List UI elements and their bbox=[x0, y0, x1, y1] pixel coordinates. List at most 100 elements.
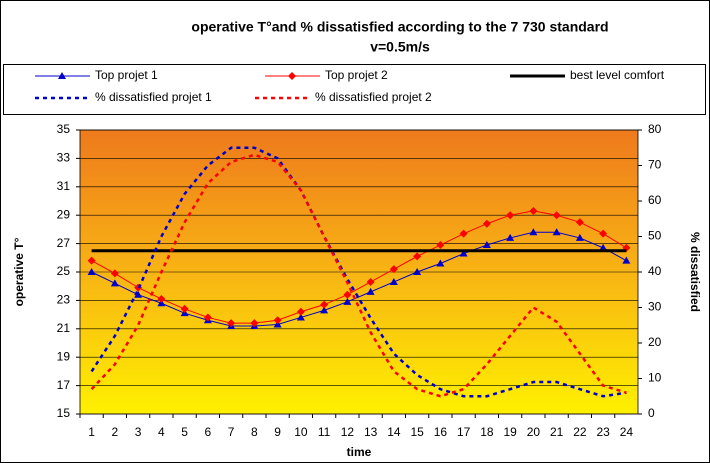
point bbox=[296, 307, 305, 316]
point bbox=[575, 233, 584, 241]
y-axis-label: operative T° bbox=[12, 237, 26, 306]
point bbox=[320, 306, 329, 314]
x-tick-label: 13 bbox=[364, 425, 378, 439]
point bbox=[250, 319, 259, 328]
x-tick-label: 19 bbox=[503, 425, 517, 439]
point bbox=[320, 300, 329, 309]
point bbox=[529, 206, 538, 215]
point bbox=[459, 229, 468, 238]
y2-tick-label: 10 bbox=[648, 371, 662, 385]
x-tick-label: 4 bbox=[158, 425, 165, 439]
chart-title: operative T°and % dissatisfied according… bbox=[191, 19, 608, 35]
y-tick-label: 23 bbox=[57, 293, 71, 307]
x-tick-label: 17 bbox=[457, 425, 471, 439]
point bbox=[413, 268, 422, 275]
y-tick-label: 33 bbox=[57, 151, 71, 165]
x-tick-label: 22 bbox=[573, 425, 587, 439]
y-tick-label: 27 bbox=[57, 236, 71, 250]
point bbox=[552, 228, 561, 236]
point bbox=[296, 313, 305, 321]
point bbox=[413, 252, 422, 261]
point bbox=[343, 297, 352, 305]
y-tick-label: 15 bbox=[57, 406, 71, 420]
point bbox=[459, 249, 468, 257]
point bbox=[622, 256, 631, 264]
y2-tick-label: 0 bbox=[648, 406, 655, 420]
legend-marker bbox=[58, 72, 66, 79]
y-tick-label: 25 bbox=[57, 264, 71, 278]
point bbox=[134, 290, 143, 298]
series-line bbox=[90, 146, 627, 398]
legend-label: Top projet 1 bbox=[95, 68, 158, 82]
x-tick-label: 10 bbox=[294, 425, 308, 439]
point bbox=[180, 304, 189, 313]
x-tick-label: 8 bbox=[251, 425, 258, 439]
y-tick-label: 19 bbox=[57, 349, 71, 363]
y2-tick-label: 30 bbox=[648, 300, 662, 314]
x-tick-label: 23 bbox=[596, 425, 610, 439]
y2-tick-label: 40 bbox=[648, 264, 662, 278]
point bbox=[87, 268, 96, 275]
x-tick-label: 21 bbox=[550, 425, 564, 439]
point bbox=[436, 241, 445, 250]
legend-label: % dissatisfied projet 2 bbox=[315, 90, 432, 104]
point bbox=[552, 211, 561, 220]
y-tick-label: 17 bbox=[57, 378, 71, 392]
point bbox=[575, 218, 584, 227]
point bbox=[343, 290, 352, 299]
y2-tick-label: 50 bbox=[648, 229, 662, 243]
chart-subtitle: v=0.5m/s bbox=[370, 39, 430, 55]
legend-label: % dissatisfied projet 1 bbox=[95, 90, 212, 104]
y2-tick-label: 80 bbox=[648, 122, 662, 136]
x-tick-label: 24 bbox=[620, 425, 634, 439]
y2-tick-label: 60 bbox=[648, 193, 662, 207]
point bbox=[110, 279, 119, 287]
point bbox=[482, 219, 491, 228]
point bbox=[110, 269, 119, 278]
x-tick-label: 1 bbox=[88, 425, 95, 439]
legend-label: best level comfort bbox=[570, 68, 665, 82]
point bbox=[227, 319, 236, 328]
point bbox=[506, 211, 515, 220]
series-line bbox=[91, 210, 627, 324]
x-tick-label: 2 bbox=[112, 425, 119, 439]
point bbox=[157, 294, 166, 303]
x-tick-label: 7 bbox=[228, 425, 235, 439]
x-tick-label: 12 bbox=[341, 425, 355, 439]
y-tick-label: 21 bbox=[57, 321, 71, 335]
point bbox=[436, 259, 445, 267]
point bbox=[529, 228, 538, 236]
x-tick-label: 11 bbox=[318, 425, 331, 439]
x-tick-label: 6 bbox=[205, 425, 212, 439]
x-tick-label: 3 bbox=[135, 425, 142, 439]
point bbox=[366, 287, 375, 295]
y-tick-label: 29 bbox=[57, 207, 71, 221]
point bbox=[482, 241, 491, 249]
point bbox=[366, 277, 375, 286]
x-tick-label: 20 bbox=[527, 425, 541, 439]
x-tick-label: 9 bbox=[274, 425, 281, 439]
point bbox=[273, 316, 282, 325]
legend-marker bbox=[288, 72, 296, 80]
y-tick-label: 31 bbox=[57, 179, 71, 193]
y-tick-label: 35 bbox=[57, 122, 71, 136]
point bbox=[203, 313, 212, 322]
x-tick-label: 14 bbox=[387, 425, 401, 439]
point bbox=[389, 277, 398, 285]
x-axis-label: time bbox=[347, 445, 372, 459]
series-line bbox=[91, 231, 627, 327]
point bbox=[599, 243, 608, 251]
x-tick-label: 15 bbox=[410, 425, 424, 439]
point bbox=[389, 265, 398, 274]
x-tick-label: 16 bbox=[434, 425, 448, 439]
x-tick-label: 18 bbox=[480, 425, 494, 439]
point bbox=[87, 256, 96, 265]
point bbox=[506, 233, 515, 241]
legend-box bbox=[3, 64, 706, 115]
legend-label: Top projet 2 bbox=[325, 68, 388, 82]
point bbox=[599, 229, 608, 238]
y2-tick-label: 20 bbox=[648, 335, 662, 349]
x-tick-label: 5 bbox=[181, 425, 188, 439]
y2-axis-label: % dissatisfied bbox=[688, 232, 702, 312]
